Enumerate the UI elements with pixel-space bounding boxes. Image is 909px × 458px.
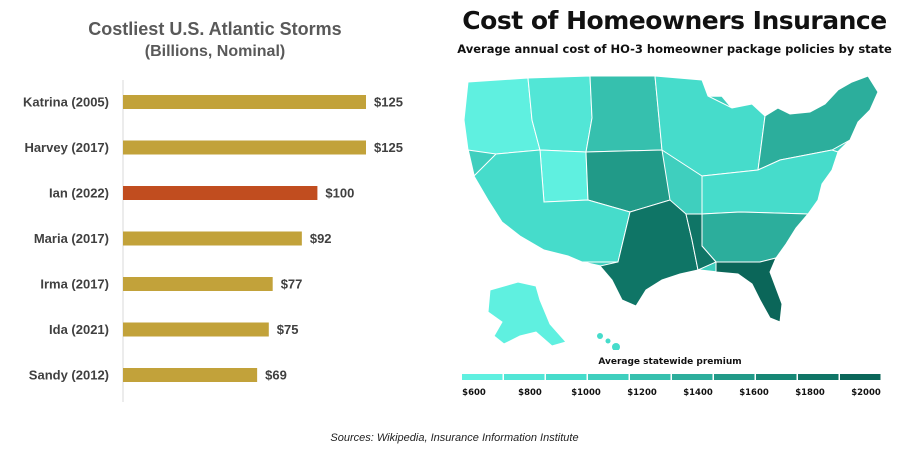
premium-legend: $600 $800 $1000 $1200 $1400 $1600 $1800 $2000 [462, 374, 881, 398]
region-great-lakes [654, 75, 766, 177]
legend-swatch [504, 374, 545, 380]
hawaii-island [597, 333, 603, 339]
category-label: Ian (2022) [49, 186, 109, 201]
category-label: Sandy (2012) [29, 368, 109, 383]
bar [123, 186, 318, 200]
value-label: $125 [374, 95, 403, 110]
hawaii-island [605, 338, 611, 344]
bar-chart-title: Costliest U.S. Atlantic Storms [88, 19, 342, 39]
legend-tick-label: $2000 [851, 388, 881, 398]
value-label: $69 [265, 368, 287, 383]
bar [123, 277, 273, 291]
hawaii-island [612, 343, 620, 350]
region-rocky-mountain [527, 75, 593, 153]
category-label: Harvey (2017) [24, 140, 109, 155]
region-utah [539, 149, 589, 203]
legend-tick-label: $1000 [571, 388, 601, 398]
sources-footnote: Sources: Wikipedia, Insurance Informatio… [330, 432, 579, 444]
bar [123, 231, 302, 246]
storm-cost-chart: Costliest U.S. Atlantic Storms (Billions… [0, 0, 430, 420]
bar [123, 140, 366, 155]
value-label: $100 [325, 186, 354, 201]
value-label: $77 [281, 277, 303, 292]
value-label: $92 [310, 231, 332, 246]
legend-swatch [756, 374, 797, 380]
alaska-shape [487, 281, 567, 347]
legend-swatch [714, 374, 755, 380]
legend-tick-label: $1400 [683, 388, 713, 398]
value-label: $75 [277, 322, 299, 337]
map-title: Cost of Homeowners Insurance [462, 6, 887, 35]
legend-tick-label: $1800 [795, 388, 825, 398]
bar [123, 368, 258, 382]
legend-swatch [630, 374, 671, 380]
value-label: $125 [374, 140, 403, 155]
region-southeast [701, 211, 810, 263]
region-great-plains-north [585, 75, 663, 153]
category-label: Katrina (2005) [23, 95, 109, 110]
legend-tick-label: $1600 [739, 388, 769, 398]
legend-swatch [462, 374, 503, 380]
category-label: Irma (2017) [40, 277, 109, 292]
legend-tick-label: $1200 [627, 388, 657, 398]
region-florida [715, 257, 783, 323]
category-label: Ida (2021) [49, 322, 109, 337]
legend-swatch [546, 374, 587, 380]
legend-tick-label: $800 [518, 388, 542, 398]
us-choropleth-map [463, 75, 879, 350]
legend-swatch [798, 374, 839, 380]
legend-tick-label: $600 [462, 388, 486, 398]
category-label: Maria (2017) [34, 231, 109, 246]
bar [123, 95, 366, 109]
legend-title: Average statewide premium [598, 357, 742, 367]
region-southwest [473, 149, 631, 263]
legend-swatch [672, 374, 713, 380]
map-subtitle: Average annual cost of HO-3 homeowner pa… [457, 42, 892, 56]
legend-swatch [588, 374, 629, 380]
bar-chart-plot: Katrina (2005) $125 Harvey (2017) $125 Ian (… [23, 80, 403, 402]
legend-swatch [840, 374, 881, 380]
insurance-map-infographic: Cost of Homeowners Insurance Average ann… [440, 0, 909, 420]
bar [123, 322, 269, 337]
bar-chart-subtitle: (Billions, Nominal) [144, 43, 286, 60]
